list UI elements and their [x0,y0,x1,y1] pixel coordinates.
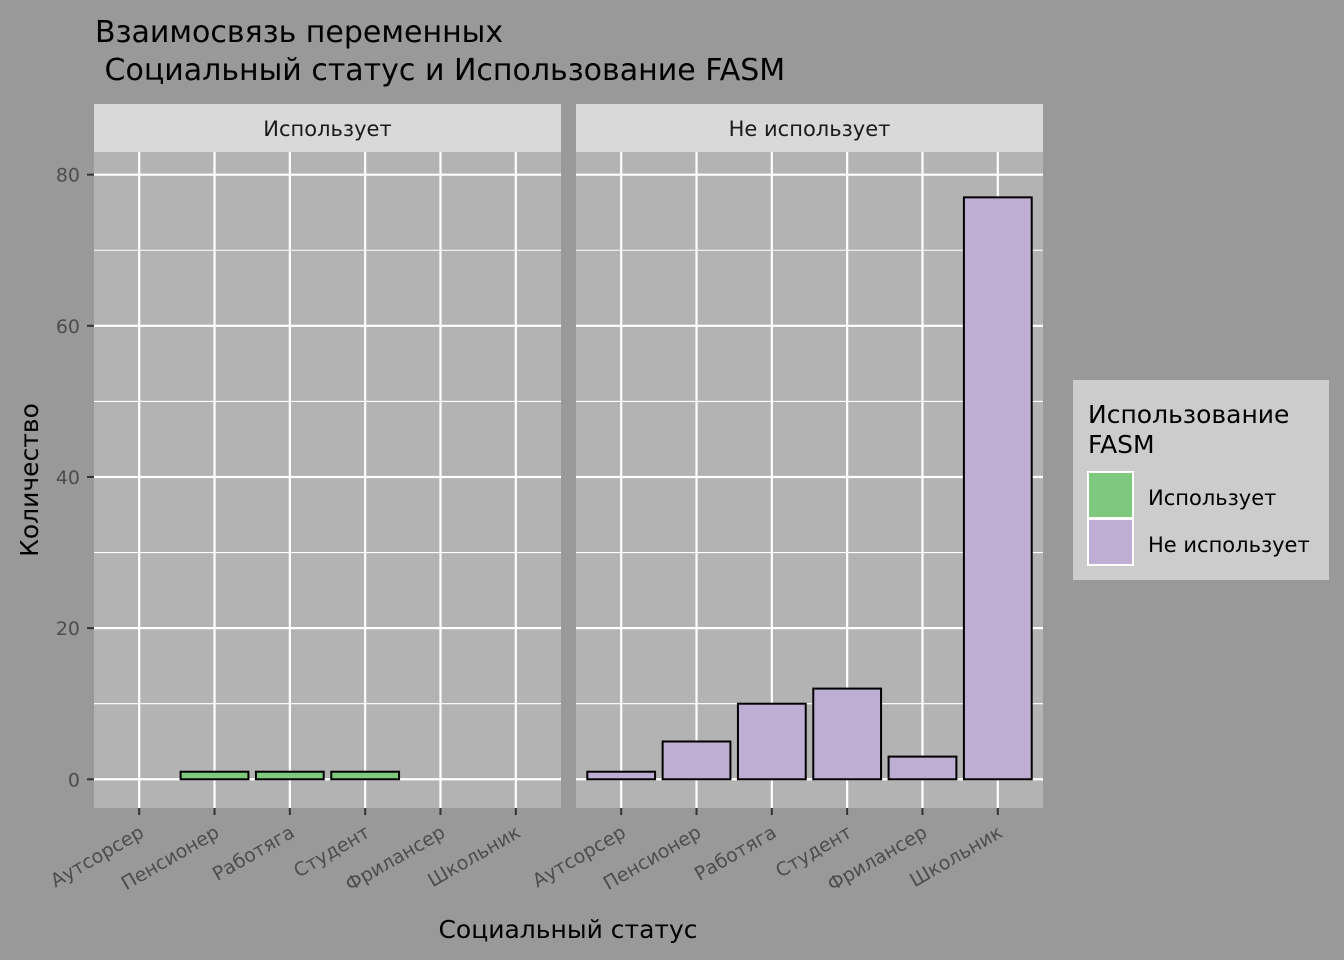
y-tick-label: 20 [56,618,80,640]
y-tick-label: 0 [68,769,80,791]
y-axis-title: Количество [15,403,44,557]
y-tick-label: 40 [56,467,80,489]
bar [887,755,958,781]
panel-background [94,152,561,808]
bar [254,770,325,781]
facet-panel-0: ИспользуетАутсорсерПенсионерРаботягаСтуд… [47,104,561,896]
bar [736,702,807,781]
legend-label-uses: Использует [1148,486,1276,510]
legend-title-line-1: Использование [1088,400,1289,429]
facet-strip-label: Использует [263,117,391,141]
legend-title-line-2: FASM [1088,430,1155,459]
y-tick-label: 80 [56,165,80,187]
chart-title-line-1: Взаимосвязь переменных [95,15,503,50]
facet-strip [94,104,561,152]
y-axis: 0 20 40 60 80 [56,165,94,791]
facet-strip [576,104,1043,152]
facet-panels: ИспользуетАутсорсерПенсионерРаботягаСтуд… [47,104,1043,896]
bar [661,740,732,781]
legend-key-uses [1087,471,1134,519]
facet-panel-1: Не используетАутсорсерПенсионерРаботягаС… [529,104,1043,896]
chart-title-line-2: Социальный статус и Использование FASM [95,53,785,88]
legend-label-not-uses: Не использует [1148,533,1310,557]
x-axis-title: Социальный статус [438,915,697,944]
y-tick-label: 60 [56,316,80,338]
bar [586,770,657,781]
bar [330,770,401,781]
legend-key-not-uses [1087,518,1134,566]
bar [179,770,250,781]
legend: Использование FASM Использует Не использ… [1073,380,1329,580]
bar [962,196,1033,781]
facet-strip-label: Не использует [729,117,891,141]
bar [812,687,883,781]
